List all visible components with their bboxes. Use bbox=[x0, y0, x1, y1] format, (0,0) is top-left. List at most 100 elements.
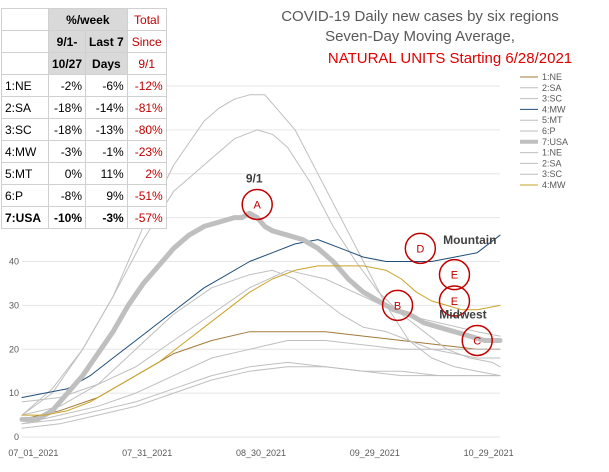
stats-row-a: -3% bbox=[47, 140, 87, 163]
stats-header-week: %/week bbox=[48, 8, 128, 31]
stats-subheader-row: 9/1- Last 7 Since bbox=[1, 30, 167, 53]
chart-title-red: NATURAL UNITS Starting 6/28/2021 bbox=[328, 50, 572, 67]
stats-row-label: 2:SA bbox=[1, 96, 49, 119]
stats-sub-b: Last 7 bbox=[85, 30, 128, 53]
stats-row-b: -14% bbox=[85, 96, 128, 119]
stats-row-label: 1:NE bbox=[1, 74, 49, 97]
chart-label-0: 9/1 bbox=[246, 172, 263, 186]
stats-row: 6:P -8% 9% -51% bbox=[1, 184, 167, 207]
legend-entry-10: 4:MW bbox=[542, 180, 566, 190]
series-line-5 bbox=[21, 269, 501, 416]
stats-row-c: -57% bbox=[126, 206, 167, 229]
legend-entry-2: 3:SC bbox=[542, 94, 563, 104]
y-tick-label: 20 bbox=[9, 344, 19, 354]
annotation-letter-C: C bbox=[473, 335, 481, 347]
chart-title-line-1: COVID-19 Daily new cases by six regions bbox=[281, 8, 559, 25]
legend-entry-3: 4:MW bbox=[542, 104, 566, 114]
series-line-4 bbox=[21, 269, 501, 403]
stats-row-b: -13% bbox=[85, 118, 128, 141]
stats-sub-a: 9/1- bbox=[47, 30, 87, 53]
annotation-circle-E2 bbox=[438, 285, 471, 317]
x-tick-label: 08_30_2021 bbox=[236, 448, 286, 458]
x-tick-label: 10_29_2021 bbox=[464, 448, 514, 458]
stats-row-c: -23% bbox=[126, 140, 167, 163]
legend-entry-0: 1:NE bbox=[542, 72, 562, 82]
legend-entry-7: 1:NE bbox=[542, 148, 562, 158]
stats-row-label: 6:P bbox=[1, 184, 49, 207]
x-axis-ticks: 07_01_2021 07_31_2021 08_30_2021 09_29_2021… bbox=[8, 448, 513, 458]
stats-row-label: 4:MW bbox=[1, 140, 49, 163]
legend: 1:NE2:SA3:SC4:MW5:MT6:P7:USA1:NE2:SA3:SC… bbox=[520, 72, 568, 190]
annotation-circle-C bbox=[461, 324, 493, 357]
stats-row-usa: 7:USA -10% -3% -57% bbox=[1, 206, 167, 229]
stats-row: 1:NE -2% -6% -12% bbox=[1, 74, 167, 97]
stats-row-label: 7:USA bbox=[1, 206, 49, 229]
annotation-letter-B: B bbox=[394, 300, 401, 312]
chart-labels: 9/1 Mountain Midwest bbox=[246, 172, 497, 322]
stats-row-b: -3% bbox=[85, 206, 128, 229]
legend-entry-4: 5:MT bbox=[542, 115, 563, 125]
stats-row-c: -80% bbox=[126, 118, 167, 141]
series-line-7 bbox=[21, 340, 501, 425]
stats-row-a: -2% bbox=[47, 74, 87, 97]
annotation-letter-D: D bbox=[416, 243, 424, 255]
legend-entry-1: 2:SA bbox=[542, 83, 562, 93]
stats-row-c: -12% bbox=[126, 74, 167, 97]
stats-sub-c: Since bbox=[126, 30, 167, 53]
stats-row: 5:MT 0% 11% 2% bbox=[1, 162, 167, 185]
y-tick-label: 40 bbox=[9, 257, 19, 267]
chart-label-1: Mountain bbox=[443, 233, 496, 247]
stats-row-a: -18% bbox=[47, 118, 87, 141]
y-tick-label: 10 bbox=[9, 388, 19, 398]
stats-row-a: -10% bbox=[47, 206, 87, 229]
annotation-letter-E1: E bbox=[451, 270, 458, 282]
series-line-10 bbox=[21, 265, 501, 416]
x-tick-label: 07_31_2021 bbox=[122, 448, 172, 458]
stats-corner-3 bbox=[1, 52, 49, 75]
stats-sub2-a: 10/27 bbox=[47, 52, 87, 75]
annotation-letter-E2: E bbox=[451, 296, 458, 308]
series-line-8 bbox=[21, 361, 501, 425]
stats-sub2-c: 9/1 bbox=[126, 52, 167, 75]
x-tick-label: 09_29_2021 bbox=[350, 448, 400, 458]
series-line-3 bbox=[21, 234, 501, 398]
annotation-circle-E1 bbox=[438, 258, 471, 291]
stats-row-c: -81% bbox=[126, 96, 167, 119]
stats-table: %/week Total 9/1- Last 7 Since 10/27 Day… bbox=[1, 8, 167, 229]
y-tick-label: 30 bbox=[9, 300, 19, 310]
legend-entry-5: 6:P bbox=[542, 126, 556, 136]
legend-entry-9: 3:SC bbox=[542, 169, 563, 179]
annotation-circle-B bbox=[381, 289, 414, 322]
stats-row-a: 0% bbox=[47, 162, 87, 185]
stats-corner bbox=[1, 8, 49, 31]
annotation-circle-A bbox=[241, 188, 273, 221]
stats-header-row: %/week Total bbox=[1, 8, 167, 31]
stats-row-b: -1% bbox=[85, 140, 128, 163]
series-lines bbox=[19, 94, 503, 429]
stats-row-b: 11% bbox=[85, 162, 128, 185]
annotation-letter-A: A bbox=[254, 199, 262, 211]
stats-corner-2 bbox=[1, 30, 49, 53]
stats-row-a: -18% bbox=[47, 96, 87, 119]
stats-header-total: Total bbox=[126, 8, 167, 31]
chart-label-2: Midwest bbox=[439, 308, 486, 322]
series-line-6 bbox=[19, 210, 503, 422]
series-line-2 bbox=[21, 129, 501, 416]
stats-row: 4:MW -3% -1% -23% bbox=[1, 140, 167, 163]
stats-row-c: 2% bbox=[126, 162, 167, 185]
stats-row: 3:SC -18% -13% -80% bbox=[1, 118, 167, 141]
stats-subheader-row-2: 10/27 Days 9/1 bbox=[1, 52, 167, 75]
stats-row-a: -8% bbox=[47, 184, 87, 207]
annotation-circle-D bbox=[404, 232, 437, 265]
stats-sub2-b: Days bbox=[85, 52, 128, 75]
series-line-9 bbox=[21, 366, 501, 429]
legend-entry-8: 2:SA bbox=[542, 158, 562, 168]
y-tick-label: 0 bbox=[14, 432, 19, 442]
stats-row-b: -6% bbox=[85, 74, 128, 97]
stats-row-b: 9% bbox=[85, 184, 128, 207]
annotation-circles: A B C D E E bbox=[241, 188, 493, 357]
chart-title-line-2: Seven-Day Moving Average, bbox=[325, 28, 515, 45]
x-tick-label: 07_01_2021 bbox=[8, 448, 58, 458]
stats-row-label: 5:MT bbox=[1, 162, 49, 185]
stats-row-label: 3:SC bbox=[1, 118, 49, 141]
